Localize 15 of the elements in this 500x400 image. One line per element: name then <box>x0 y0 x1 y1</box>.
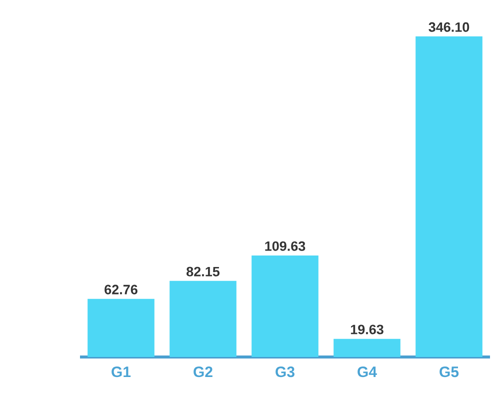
data-label: 109.63 <box>265 241 306 251</box>
bar <box>88 298 154 357</box>
data-label: 82.15 <box>186 266 220 276</box>
x-tick-label: G2 <box>194 366 212 378</box>
data-label: 19.63 <box>350 324 384 334</box>
x-tick-label: G3 <box>276 366 294 378</box>
bar <box>170 280 236 357</box>
x-tick-label: G5 <box>440 366 459 378</box>
data-label: 346.10 <box>428 22 470 32</box>
data-label: 62.76 <box>104 284 138 294</box>
x-tick-label: G1 <box>112 366 131 378</box>
bar <box>334 338 400 357</box>
x-tick-label: G4 <box>358 366 377 378</box>
bar <box>252 255 318 357</box>
bar <box>416 36 482 357</box>
